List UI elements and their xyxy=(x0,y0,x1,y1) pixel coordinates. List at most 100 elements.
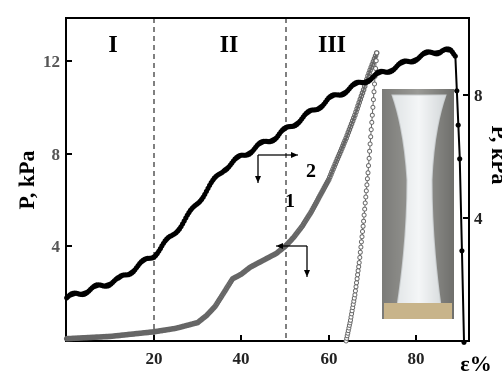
series-1-point xyxy=(357,96,364,103)
x-axis: 20 40 60 80 xyxy=(146,335,425,368)
series-1-point xyxy=(347,123,354,130)
unloading-point xyxy=(364,182,370,188)
unloading-point xyxy=(372,81,377,87)
unloading-point xyxy=(357,255,363,260)
y-axis-label-left: P, kPa xyxy=(14,150,39,209)
series-1-point xyxy=(349,118,356,124)
left-tick-label-8: 8 xyxy=(52,145,61,164)
unloading-point xyxy=(362,200,368,206)
series-1-point xyxy=(346,126,353,133)
series-1-point xyxy=(340,143,346,149)
unloading-point xyxy=(355,272,361,278)
series-1-point xyxy=(348,121,355,127)
unloading-point xyxy=(355,268,361,274)
curve-label-1: 1 xyxy=(285,190,295,212)
series-1-point xyxy=(331,163,337,170)
unloading-point xyxy=(358,239,364,245)
series-1-point xyxy=(359,90,366,96)
series-1-point xyxy=(338,145,345,152)
y-axis-label-right: P, kPa xyxy=(487,125,502,184)
unloading-point xyxy=(356,264,362,270)
unloading-point xyxy=(360,229,365,234)
series-2-point xyxy=(454,88,460,94)
x-tick-label-20: 20 xyxy=(146,349,163,368)
right-axis: 4 8 xyxy=(463,86,483,228)
unloading-point xyxy=(357,249,363,255)
unloading-point xyxy=(364,176,370,182)
unloading-point xyxy=(369,112,375,118)
left-tick-label-12: 12 xyxy=(43,52,60,71)
series-1-point xyxy=(333,158,340,165)
annotation-curve-1: 1 xyxy=(276,190,310,277)
x-tick-label-40: 40 xyxy=(233,349,250,368)
series-unloading xyxy=(343,50,380,344)
unloading-point xyxy=(366,155,372,161)
series-1-point xyxy=(367,67,373,74)
series-1-point xyxy=(325,176,332,183)
unloading-point xyxy=(370,97,376,103)
series-1-point xyxy=(334,156,341,162)
left-axis: 4 8 12 xyxy=(43,52,72,256)
series-1-point xyxy=(329,169,335,175)
series-2-point xyxy=(459,248,465,254)
unloading-point xyxy=(367,141,373,147)
unloading-point xyxy=(361,218,367,224)
sample-photo-inset xyxy=(382,89,454,319)
series-1-point xyxy=(358,93,365,99)
series-2-point xyxy=(461,339,467,345)
series-1-point xyxy=(353,109,359,115)
series-1-point xyxy=(345,129,352,136)
unloading-point xyxy=(366,163,371,169)
region-label-ii: II xyxy=(220,32,239,58)
unloading-point xyxy=(362,206,368,212)
unloading-point xyxy=(353,284,359,290)
series-1-point xyxy=(342,138,348,144)
unloading-point xyxy=(360,223,366,229)
region-label-iii: III xyxy=(318,32,346,58)
unloading-point xyxy=(374,50,380,56)
curve-label-2: 2 xyxy=(306,160,316,182)
series-1-point xyxy=(356,99,363,106)
unloading-point xyxy=(368,134,374,140)
series-1-point xyxy=(328,171,334,178)
series-2 xyxy=(64,46,467,345)
right-tick-label-8: 8 xyxy=(474,86,483,105)
series-1-point xyxy=(332,161,339,167)
series-1-point xyxy=(344,132,351,139)
region-label-i: I xyxy=(108,32,117,58)
series-1-point xyxy=(352,112,358,119)
unloading-point xyxy=(358,244,364,250)
series-1-point xyxy=(355,102,361,109)
series-1-point xyxy=(337,148,344,155)
series-1-point xyxy=(326,174,333,180)
series-1-point xyxy=(330,166,336,173)
unloading-point xyxy=(354,280,359,286)
x-tick-label-80: 80 xyxy=(408,349,425,368)
unloading-point xyxy=(359,234,365,240)
series-2-point xyxy=(457,156,463,162)
unloading-point xyxy=(365,170,371,176)
series-1-point xyxy=(343,135,349,142)
x-axis-label: ε% xyxy=(460,351,491,374)
series-1-point xyxy=(366,70,372,76)
unloading-point xyxy=(352,292,358,298)
series-1-point xyxy=(341,140,347,147)
unloading-point xyxy=(361,212,367,218)
unloading-point xyxy=(363,188,369,194)
unloading-point xyxy=(356,260,362,266)
series-1-point xyxy=(369,61,376,68)
unloading-point xyxy=(373,66,379,71)
series-2-point xyxy=(452,53,458,59)
unloading-point xyxy=(371,89,377,95)
series-1-point xyxy=(350,115,357,121)
unloading-point xyxy=(369,119,375,125)
x-tick-label-60: 60 xyxy=(321,349,338,368)
unloading-point xyxy=(373,58,379,64)
unloading-point xyxy=(370,104,376,110)
unloading-point xyxy=(352,288,358,294)
unloading-point xyxy=(367,148,373,154)
annotation-curve-2: 2 xyxy=(255,152,316,183)
series-1-point xyxy=(354,106,360,112)
plot-frame xyxy=(65,17,470,342)
